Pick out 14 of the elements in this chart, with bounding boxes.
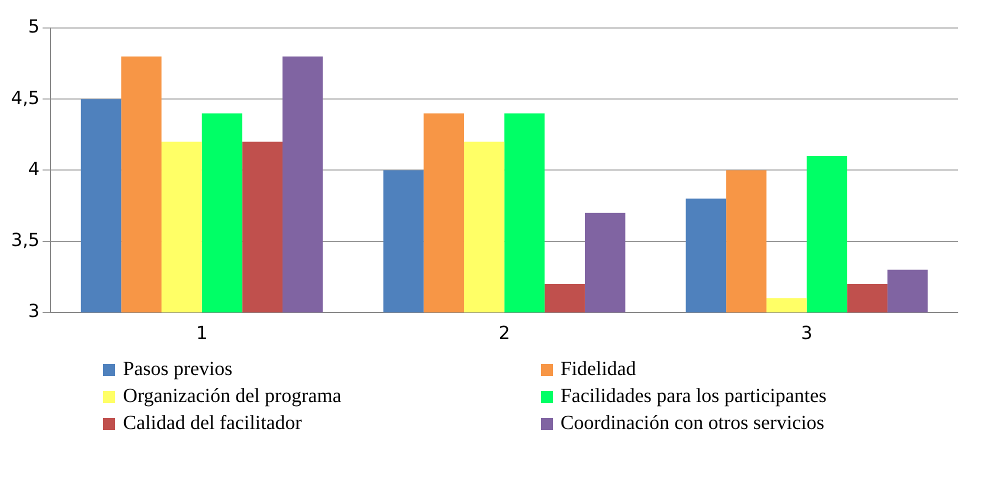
y-tick-label: 4,5 [10, 88, 40, 109]
legend-label: Facilidades para los participantes [560, 385, 827, 408]
y-tick-label: 4 [28, 158, 40, 180]
x-tick-label: 3 [801, 322, 812, 344]
x-tick-label: 1 [196, 322, 208, 344]
legend-label: Organización del programa [123, 385, 342, 408]
legend-label: Coordinación con otros servicios [560, 412, 824, 435]
x-tick-label: 2 [498, 322, 510, 344]
y-tick-label: 3 [28, 301, 40, 322]
legend-label: Fidelidad [560, 358, 636, 381]
legend-label: Calidad del facilitador [123, 412, 302, 435]
legend-label: Pasos previos [123, 358, 232, 381]
y-tick-label: 5 [28, 16, 40, 38]
y-tick-label: 3,5 [10, 230, 40, 251]
